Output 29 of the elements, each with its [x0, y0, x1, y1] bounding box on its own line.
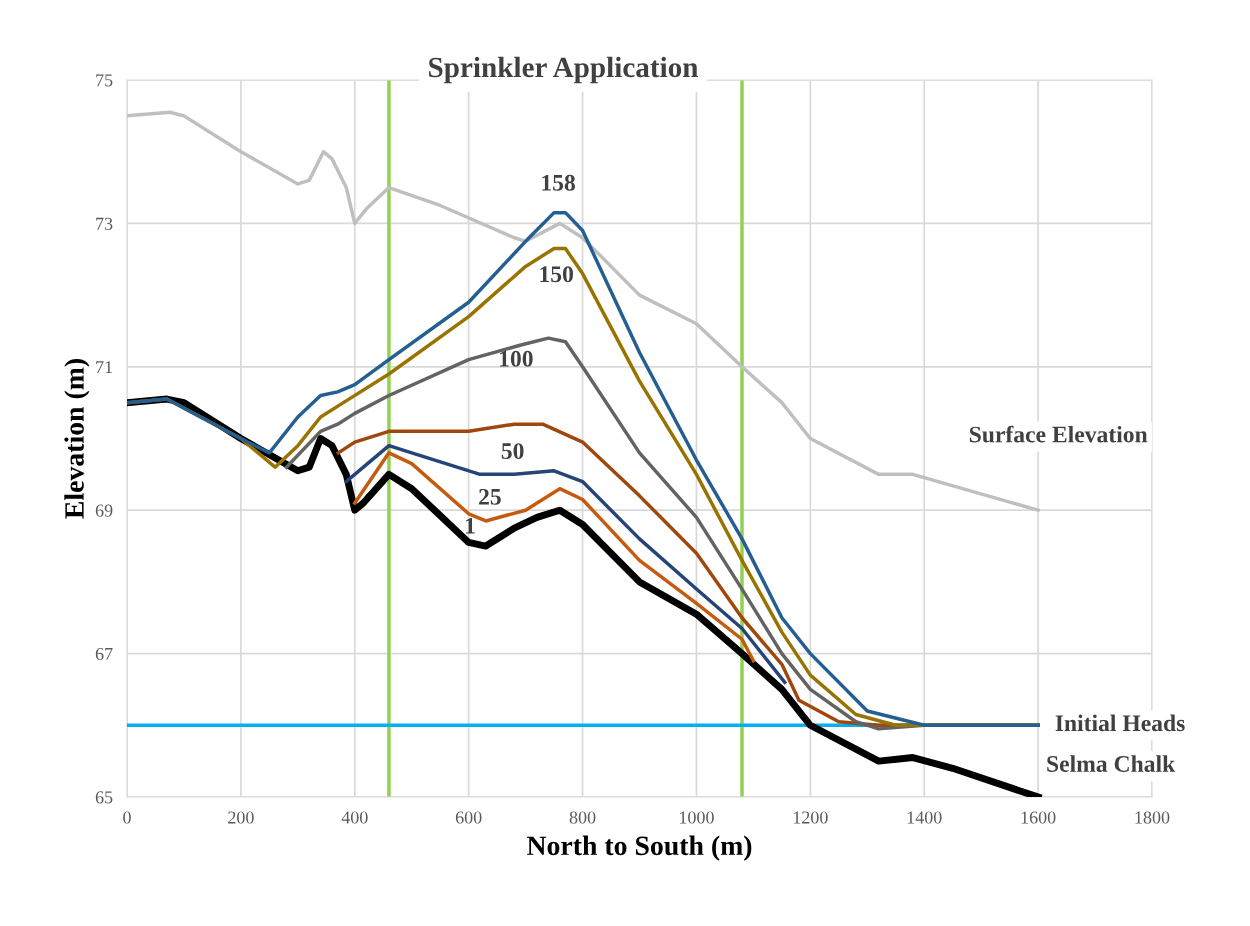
y-tick-label: 71 — [96, 361, 113, 374]
x-tick-label: 0 — [123, 811, 131, 824]
y-tick-label: 73 — [96, 217, 113, 230]
annotation: Selma Chalk — [1047, 755, 1176, 772]
x-tick-label: 1200 — [793, 811, 828, 824]
series-label: 100 — [500, 350, 533, 367]
series-label: Initial Heads — [1055, 714, 1185, 732]
series-label: 158 — [542, 174, 575, 191]
x-tick-label: 600 — [455, 811, 482, 824]
line-series — [344, 443, 787, 685]
y-tick-label: 75 — [96, 74, 113, 87]
x-tick-label: 1400 — [907, 811, 942, 824]
y-tick-label: 69 — [95, 504, 113, 517]
x-tick-label: 800 — [569, 811, 596, 824]
series-label: Surface Elevation — [969, 425, 1148, 443]
chart-title: Sprinkler Application — [429, 56, 699, 84]
y-axis-title: Elevation (m) — [64, 359, 90, 519]
series-label: 25 — [479, 488, 501, 505]
series-label: 50 — [501, 443, 524, 460]
x-axis-title: North to South (m) — [527, 835, 752, 861]
y-tick-label: 65 — [95, 791, 113, 804]
series-label: 150 — [540, 266, 573, 283]
x-tick-label: 1000 — [679, 811, 714, 824]
x-tick-label: 200 — [228, 811, 254, 824]
x-tick-label: 1600 — [1021, 811, 1056, 824]
y-tick-label: 67 — [95, 647, 113, 661]
x-tick-label: 1800 — [1135, 811, 1170, 824]
x-tick-label: 400 — [341, 811, 368, 824]
series-label: 1 — [466, 517, 475, 534]
